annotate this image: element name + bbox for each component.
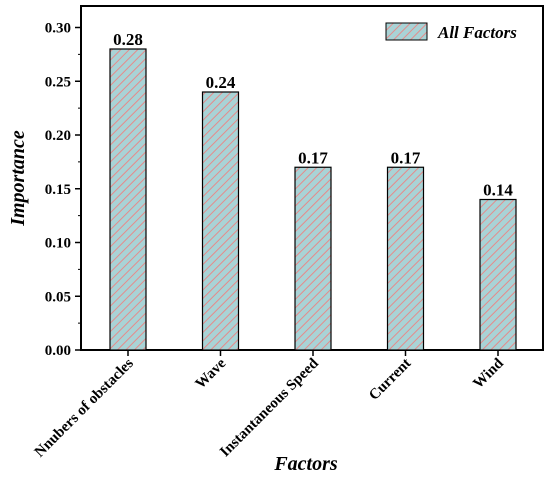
bar [479,198,517,351]
legend-label: All Factors [437,23,517,42]
y-tick-label: 0.00 [45,343,71,359]
x-axis-title: Factors [273,453,338,475]
x-tick-label: Nnubers of obstacles [32,355,137,460]
bar-value-label: 0.28 [113,30,143,49]
legend-swatch [385,22,428,41]
bar-value-label: 0.24 [206,73,236,92]
bar-value-label: 0.14 [483,181,513,200]
bar [109,48,147,351]
x-tick-label: Wind [470,355,507,392]
bar [386,166,425,351]
x-tick-label: Current [366,356,414,404]
bar [294,166,332,351]
y-tick-label: 0.20 [45,128,71,144]
bar-value-label: 0.17 [298,148,328,167]
y-tick-label: 0.30 [45,21,71,37]
y-tick-label: 0.05 [45,289,71,305]
y-tick-label: 0.15 [45,182,71,198]
x-tick-label: Wave [193,355,230,392]
x-tick-label: Instantaneous Speed [217,355,322,460]
y-tick-label: 0.10 [45,236,71,252]
bar [201,91,240,351]
y-axis-title: Importance [7,130,29,227]
legend: All Factors [385,22,517,42]
y-tick-label: 0.25 [45,74,71,90]
y-axis: 0.00 0.05 0.10 0.15 0.20 0.25 0.30 [45,21,81,359]
bar-value-label: 0.17 [391,148,421,167]
data-labels: 0.28 0.24 0.17 0.17 0.14 [113,30,513,200]
bars [109,48,517,351]
